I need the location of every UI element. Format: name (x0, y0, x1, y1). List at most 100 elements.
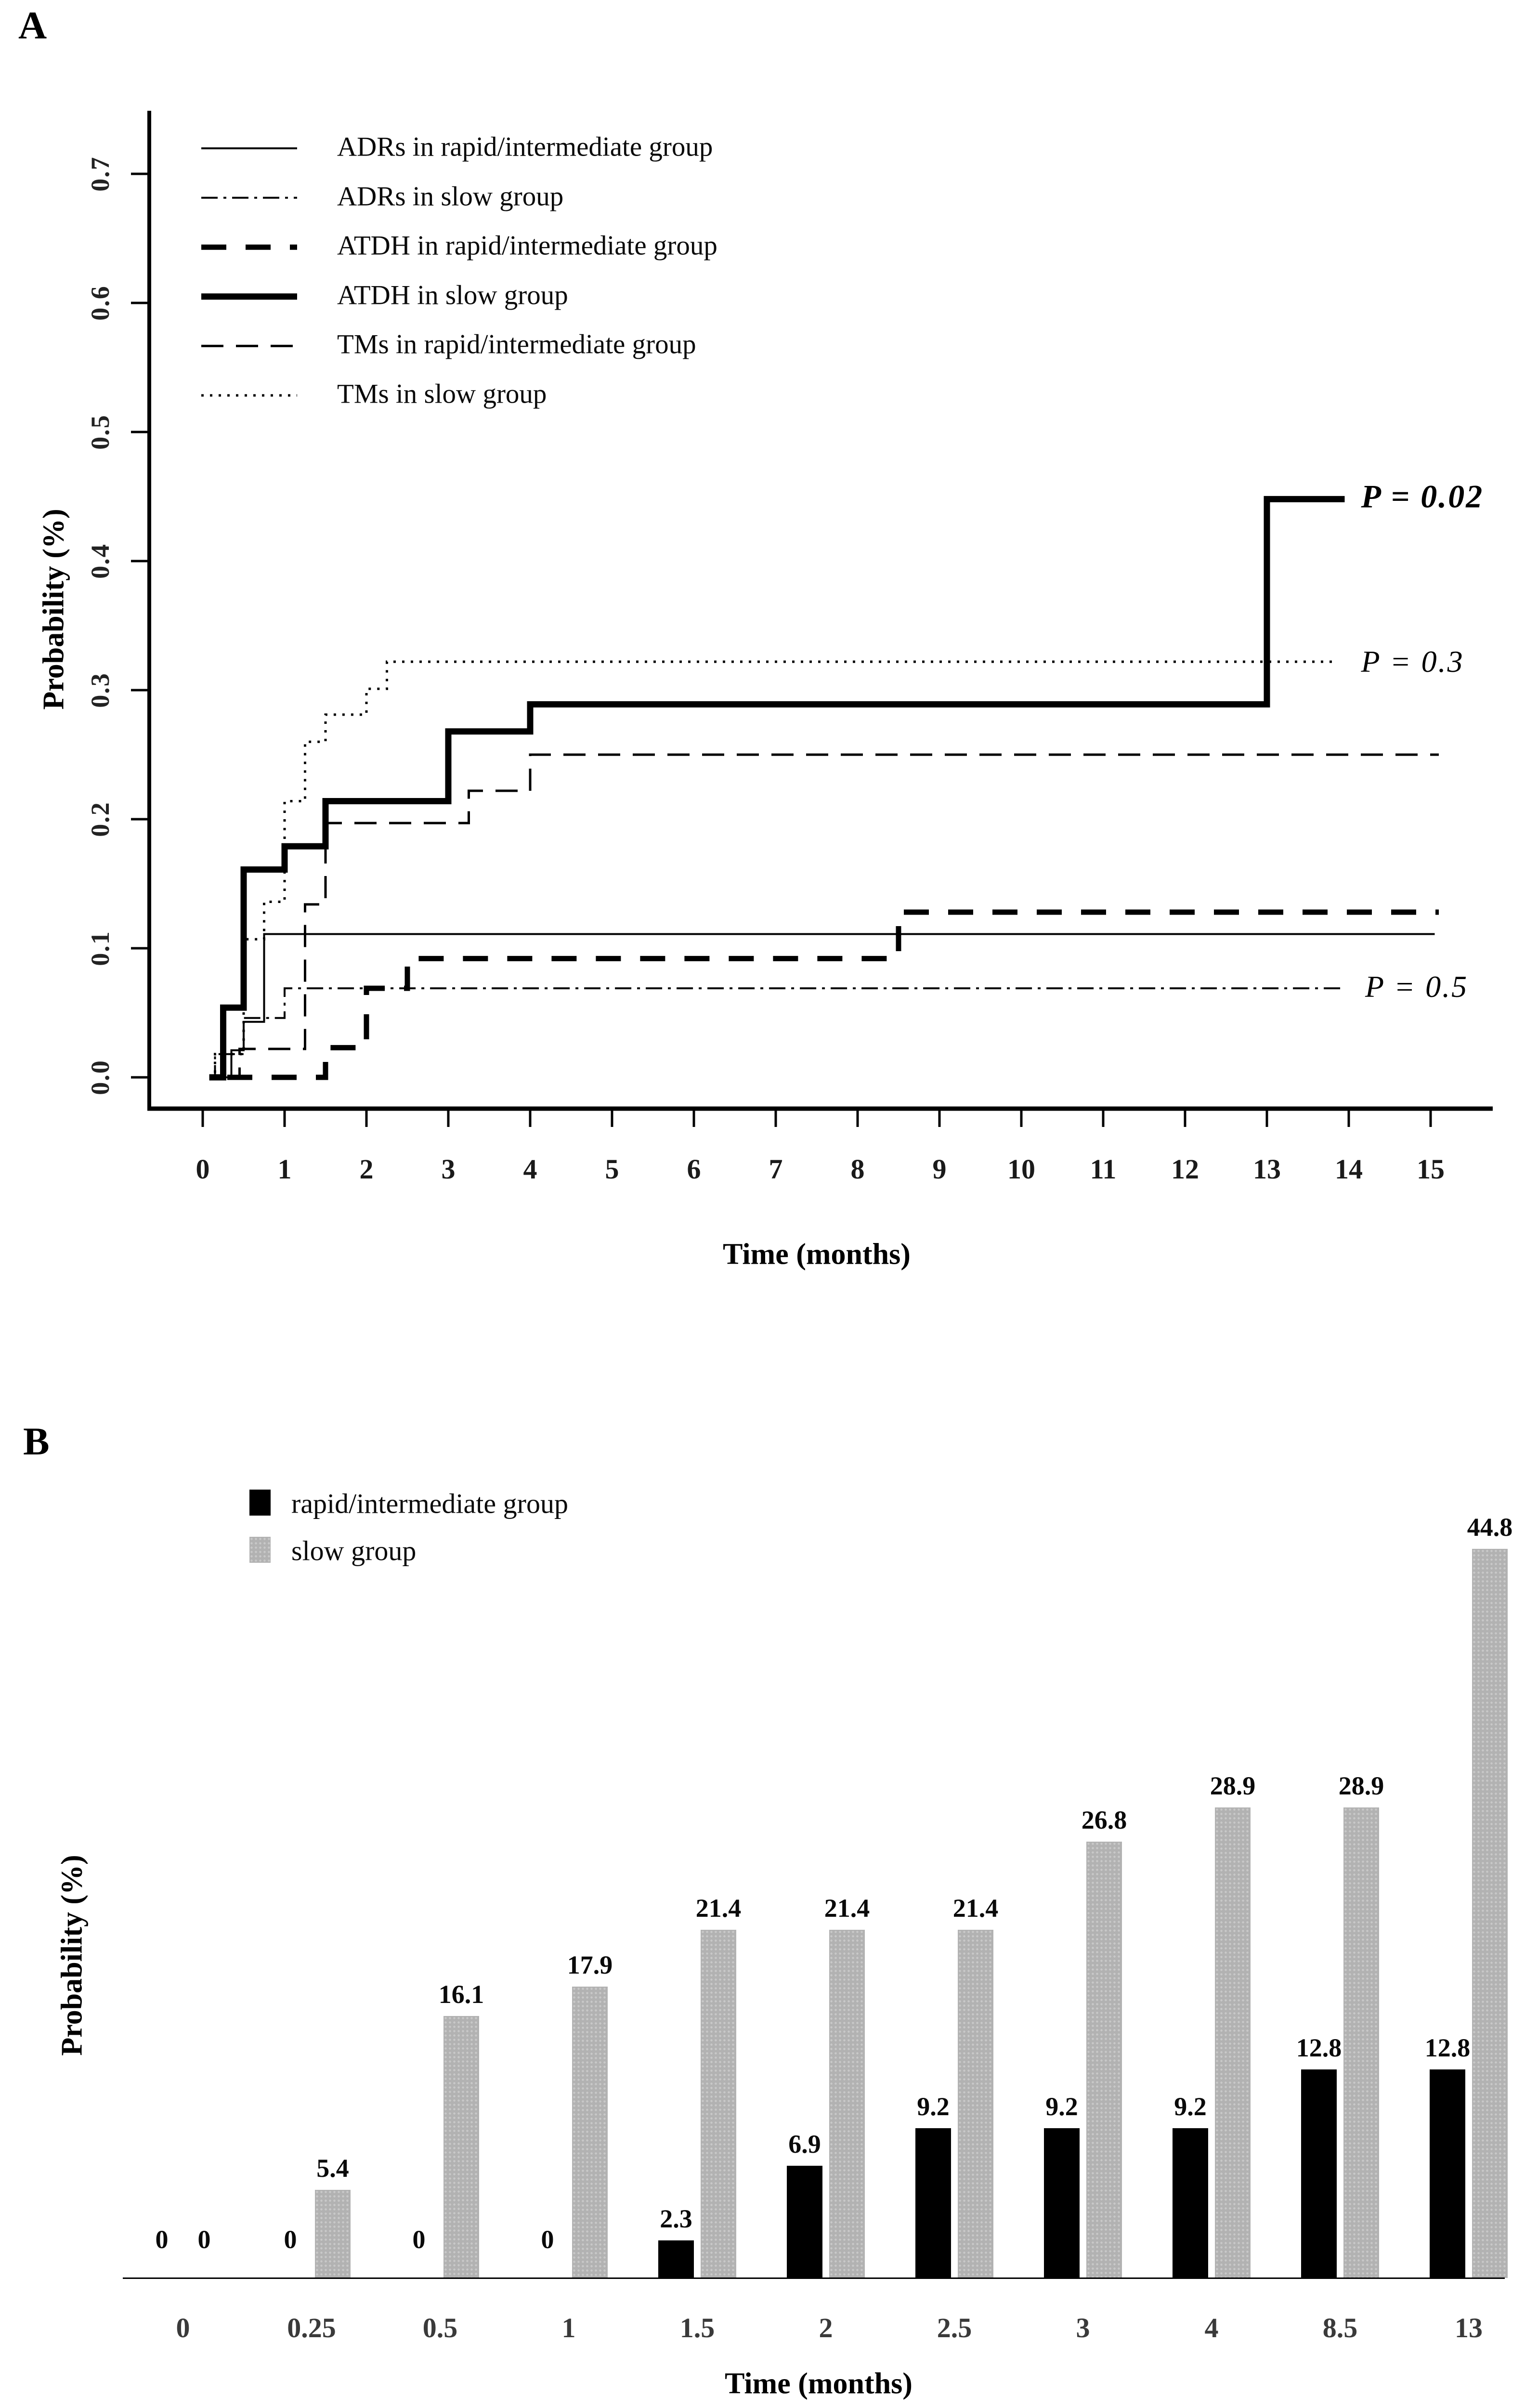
series-path-adr_rapid (211, 933, 1435, 1078)
bar-slow-2 (829, 1930, 865, 2278)
category-label: 4 (1204, 2312, 1219, 2343)
x-tick-label: 2 (359, 1153, 374, 1185)
category-label: 3 (1076, 2312, 1090, 2343)
y-tick-label: 0.6 (86, 285, 115, 321)
bar-rapid-2.5 (915, 2128, 951, 2278)
y-tick-label: 0.1 (86, 930, 115, 966)
bar-value-slow-4: 28.9 (1210, 1771, 1256, 1800)
bar-value-slow-1: 17.9 (567, 1950, 613, 1979)
category-label: 0.25 (287, 2312, 336, 2343)
bar-rapid-8.5 (1301, 2069, 1337, 2278)
y-tick-label: 0.0 (86, 1060, 115, 1095)
panel-b-x-axis-title: Time (months) (725, 2367, 912, 2400)
panel-a-x-axis-title: Time (months) (723, 1238, 911, 1271)
x-tick-label: 14 (1335, 1153, 1363, 1185)
bar-slow-4 (1215, 1807, 1251, 2278)
bar-slow-0.25 (315, 2190, 351, 2278)
x-tick-label: 8 (850, 1153, 865, 1185)
bar-slow-0.5 (443, 2016, 479, 2278)
bar-zero-rapid-0.5: 0 (412, 2225, 426, 2254)
bar-value-rapid-4: 9.2 (1174, 2092, 1207, 2121)
legend-a-item-atdh_slow: ATDH in slow group (337, 280, 568, 311)
legend-a-item-adr_slow: ADRs in slow group (337, 181, 564, 211)
bar-slow-1 (572, 1987, 608, 2278)
panel-a-plot (131, 111, 1493, 1127)
panel-a-label: A (18, 3, 47, 47)
legend-a-item-adr_rapid: ADRs in rapid/intermediate group (337, 131, 713, 162)
panel-b-baseline (123, 2277, 1505, 2279)
bar-rapid-13 (1430, 2069, 1465, 2278)
bar-slow-3 (1086, 1842, 1122, 2278)
bar-value-slow-0.5: 16.1 (438, 1980, 484, 2009)
category-label: 0 (176, 2312, 190, 2343)
series-path-atdh_rapid (227, 909, 1439, 1080)
x-tick-label: 0 (196, 1153, 210, 1185)
x-tick-label: 9 (932, 1153, 947, 1185)
bar-value-slow-2: 21.4 (824, 1894, 870, 1923)
bar-slow-8.5 (1343, 1807, 1379, 2278)
y-tick-label: 0.4 (86, 543, 115, 579)
bar-zero-rapid-1: 0 (541, 2225, 554, 2254)
legend-b-swatch-rapid (249, 1490, 271, 1516)
bar-value-rapid-8.5: 12.8 (1296, 2033, 1342, 2062)
category-label: 1.5 (679, 2312, 715, 2343)
bar-value-slow-3: 26.8 (1081, 1806, 1127, 1834)
bar-slow-13 (1472, 1549, 1508, 2278)
panel-b-label: B (23, 1419, 50, 1463)
legend-a-item-atdh_rapid: ATDH in rapid/intermediate group (337, 230, 717, 261)
x-tick-label: 13 (1253, 1153, 1281, 1185)
category-label: 13 (1455, 2312, 1483, 2343)
x-tick-label: 1 (277, 1153, 292, 1185)
bar-zero-rapid-0.25: 0 (284, 2225, 297, 2254)
y-tick-label: 0.3 (86, 672, 115, 708)
bar-rapid-1.5 (658, 2240, 694, 2278)
bar-zero-slow-0: 0 (197, 2225, 211, 2254)
series-path-adr_slow (211, 987, 1341, 1078)
series-path-tms_rapid (227, 753, 1439, 1079)
bar-value-rapid-2.5: 9.2 (917, 2092, 950, 2121)
bar-value-rapid-1.5: 2.3 (660, 2204, 692, 2233)
bar-value-slow-0.25: 5.4 (316, 2154, 349, 2183)
bar-value-rapid-13: 12.8 (1424, 2033, 1471, 2062)
category-label: 1 (561, 2312, 576, 2343)
p-annotation-atdh_slow: P = 0.02 (1361, 478, 1484, 515)
legend-a-item-tms_slow: TMs in slow group (337, 379, 547, 409)
bar-slow-1.5 (701, 1930, 736, 2278)
bar-rapid-3 (1044, 2128, 1080, 2278)
x-tick-label: 4 (523, 1153, 537, 1185)
y-tick-label: 0.2 (86, 801, 115, 837)
x-tick-label: 15 (1417, 1153, 1445, 1185)
bar-value-slow-13: 44.8 (1467, 1513, 1513, 1542)
x-tick-label: 11 (1090, 1153, 1117, 1185)
x-tick-label: 6 (687, 1153, 701, 1185)
bar-rapid-4 (1173, 2128, 1208, 2278)
y-tick-label: 0.5 (86, 414, 115, 450)
x-tick-label: 5 (605, 1153, 619, 1185)
x-tick-label: 10 (1007, 1153, 1035, 1185)
x-tick-label: 12 (1171, 1153, 1199, 1185)
bar-slow-2.5 (958, 1930, 993, 2278)
y-tick-label: 0.7 (86, 156, 115, 192)
x-tick-label: 3 (441, 1153, 456, 1185)
legend-b-swatch-slow (249, 1537, 271, 1563)
panel-b-y-axis-title: Probability (%) (55, 1855, 89, 2056)
bar-value-rapid-2: 6.9 (788, 2130, 821, 2159)
p-annotation-tms_slow: P = 0.3 (1361, 644, 1464, 679)
series-path-tms_slow (211, 660, 1337, 1079)
bar-value-slow-8.5: 28.9 (1338, 1771, 1384, 1800)
category-label: 2.5 (937, 2312, 972, 2343)
category-label: 0.5 (422, 2312, 458, 2343)
bar-zero-rapid-0: 0 (155, 2225, 169, 2254)
bar-value-rapid-3: 9.2 (1045, 2092, 1078, 2121)
category-label: 8.5 (1322, 2312, 1358, 2343)
legend-b-item-slow: slow group (291, 1535, 417, 1567)
p-annotation-adr_slow: P = 0.5 (1365, 969, 1469, 1004)
legend-a-item-tms_rapid: TMs in rapid/intermediate group (337, 329, 696, 360)
x-tick-label: 7 (769, 1153, 783, 1185)
category-label: 2 (819, 2312, 833, 2343)
panel-a-y-axis-title: Probability (%) (37, 509, 70, 710)
bar-rapid-2 (787, 2166, 822, 2278)
legend-b-item-rapid: rapid/intermediate group (291, 1488, 568, 1519)
bar-value-slow-1.5: 21.4 (695, 1894, 742, 1923)
